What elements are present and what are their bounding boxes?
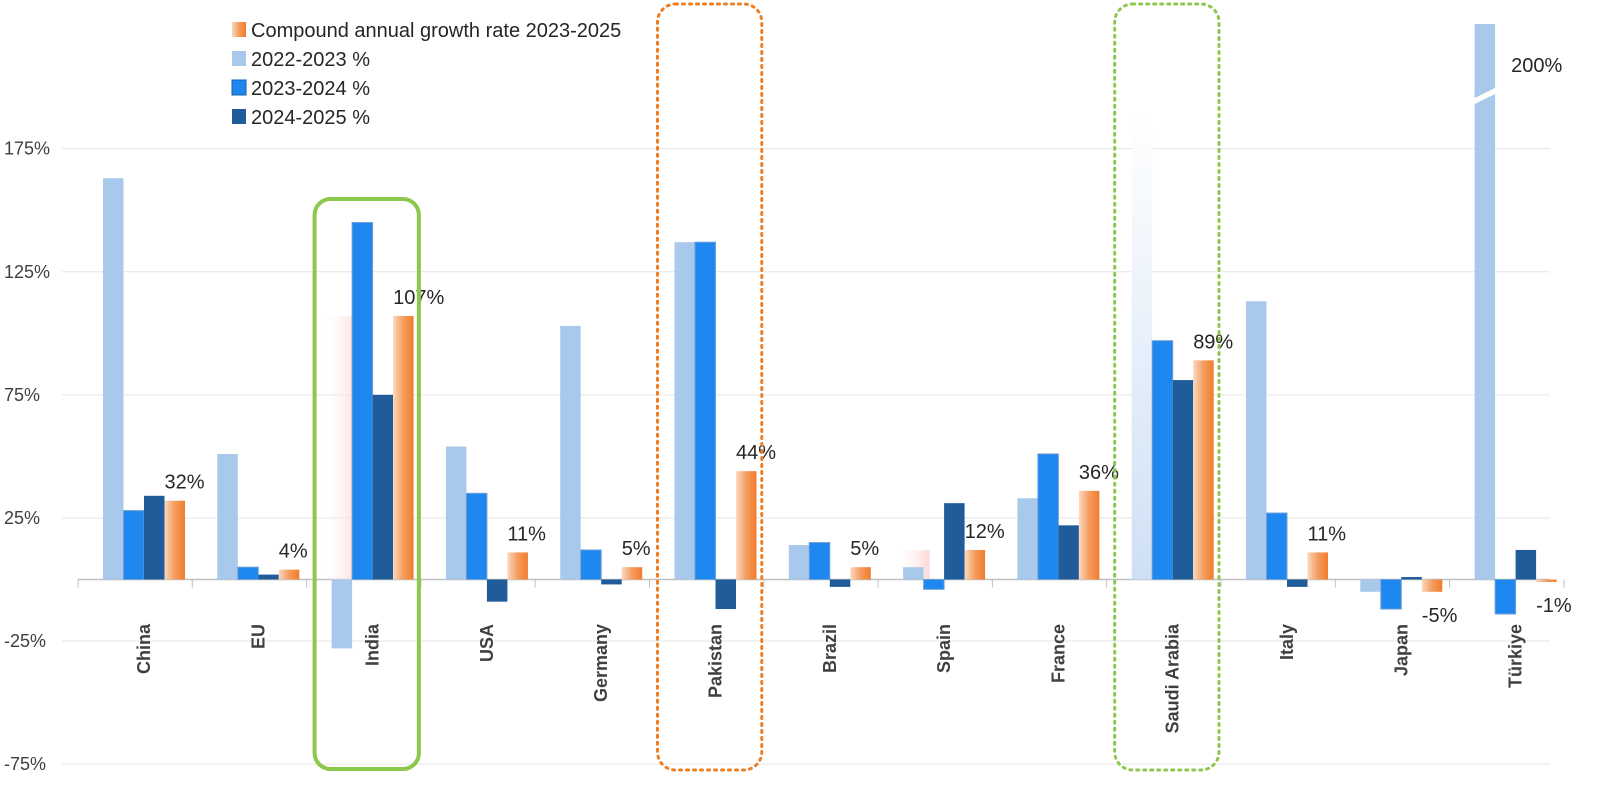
bar-2022-2023--saudi-arabia	[1131, 111, 1153, 580]
data-label: -5%	[1422, 605, 1458, 627]
data-label: 36%	[1079, 462, 1119, 484]
category-label: India	[363, 623, 383, 666]
bar-2023-2024--pakistan	[694, 241, 716, 580]
data-label: 32%	[165, 472, 205, 494]
legend-label-2024-2025: 2024-2025 %	[251, 107, 370, 129]
bar-2023-2024--germany	[580, 549, 602, 580]
bar-2022-2023--eu	[217, 453, 238, 580]
bar-compound-annual-growth-rate-2023-2025-brazil	[850, 567, 871, 580]
legend-swatch-2022-2023	[232, 51, 246, 66]
bar-2023-2024--brazil	[808, 542, 831, 581]
category-label: Japan	[1391, 624, 1411, 676]
category-label: USA	[477, 624, 497, 662]
bar-2023-2024--italy	[1266, 512, 1288, 580]
bar-2024-2025--china	[144, 495, 165, 580]
data-label: 4%	[279, 541, 308, 563]
highlight-frame-saudi-arabia	[1113, 2, 1221, 772]
bar-2023-2024--eu	[237, 566, 259, 581]
bar-compound-annual-growth-rate-2023-2025-italy	[1307, 552, 1328, 580]
bar-2024-2025--france	[1058, 525, 1079, 580]
category-label: Saudi Arabia	[1163, 623, 1183, 733]
bar-2023-2024--usa	[465, 492, 488, 580]
bar-2024-2025--brazil	[829, 579, 851, 587]
category-label: Brazil	[820, 624, 840, 673]
bar-2022-2023--spain	[903, 567, 924, 580]
category-label: Italy	[1277, 624, 1297, 660]
bar-compound-annual-growth-rate-2023-2025-japan	[1421, 579, 1443, 592]
data-label: -1%	[1536, 595, 1572, 617]
legend-swatch-cagr	[232, 22, 246, 37]
y-tick-label: 75%	[4, 385, 40, 405]
category-label: Pakistan	[706, 624, 726, 698]
legend-swatch-2024-2025	[232, 109, 246, 124]
bar-2022-2023--japan	[1360, 579, 1381, 592]
bar-2023-2024--china	[123, 510, 145, 580]
legend-label-cagr: Compound annual growth rate 2023-2025	[251, 20, 621, 42]
bar-2022-2023--pakistan	[674, 242, 695, 580]
y-tick-label: 25%	[4, 508, 40, 528]
legend-label-2022-2023: 2022-2023 %	[251, 49, 370, 71]
bar-2024-2025--saudi-arabia	[1172, 380, 1194, 580]
y-tick-label: -25%	[4, 631, 46, 651]
category-label: Türkiye	[1506, 624, 1526, 688]
data-label: 11%	[1308, 523, 1347, 545]
y-tick-label: 175%	[4, 139, 50, 159]
bar-compound-annual-growth-rate-2023-2025-china	[164, 500, 185, 580]
bar-2024-2025--türkiye	[1515, 549, 1537, 580]
bar-2024-2025--spain	[944, 503, 965, 580]
axis-break-mark	[1470, 86, 1500, 106]
bar-2023-2024--india	[351, 222, 374, 580]
legend-label-2023-2024: 2023-2024 %	[251, 78, 370, 100]
bar-2022-2023--brazil	[788, 545, 810, 580]
y-tick-label: -75%	[4, 754, 46, 774]
bar-2022-2023--türkiye	[1474, 24, 1496, 580]
bar-2022-2023--italy	[1246, 301, 1267, 580]
bar-2024-2025--italy	[1287, 579, 1308, 587]
bar-compound-annual-growth-rate-2023-2025-pakistan	[736, 471, 757, 580]
bar-compound-annual-growth-rate-2023-2025-usa	[507, 552, 528, 580]
data-label: 11%	[507, 523, 546, 545]
highlight-frame-india	[312, 197, 421, 771]
bar-2024-2025--eu	[258, 574, 279, 580]
bar-2022-2023--france	[1017, 498, 1038, 580]
legend-swatch-2023-2024	[231, 79, 247, 96]
bar-compound-annual-growth-rate-2023-2025-france	[1078, 490, 1100, 580]
bar-2022-2023--china	[103, 178, 124, 580]
data-label: 5%	[850, 538, 879, 560]
category-label: France	[1048, 624, 1068, 683]
axis-break-label: 200%	[1511, 55, 1562, 77]
data-label: 44%	[736, 442, 776, 464]
bar-2022-2023--india	[331, 579, 353, 649]
category-label: China	[134, 623, 154, 674]
bar-2023-2024--france	[1037, 453, 1059, 580]
bar-compound-annual-growth-rate-2023-2025-india	[393, 316, 414, 580]
highlight-frame-pakistan	[656, 2, 764, 772]
bar-2024-2025--india	[372, 394, 394, 580]
category-label: Spain	[934, 624, 954, 673]
category-label: Germany	[591, 624, 611, 702]
bar-2023-2024--türkiye	[1494, 579, 1517, 615]
bar-compound-annual-growth-rate-2023-2025-eu	[278, 569, 300, 580]
bar-2022-2023--germany	[560, 325, 581, 580]
bar-compound-annual-growth-rate-2023-2025-saudi-arabia	[1193, 360, 1214, 580]
bar-compound-annual-growth-rate-2023-2025-türkiye	[1536, 579, 1557, 582]
bar-compound-annual-growth-rate-2023-2025-spain	[964, 549, 986, 580]
data-label: 5%	[622, 538, 651, 560]
bar-2024-2025--japan	[1401, 577, 1422, 580]
bar-2023-2024--spain	[923, 579, 945, 590]
bar-2024-2025--pakistan	[715, 579, 736, 610]
data-label: 89%	[1193, 331, 1233, 353]
bar-2024-2025--germany	[601, 579, 622, 585]
bar-2023-2024--saudi-arabia	[1151, 340, 1174, 580]
bar-2023-2024--japan	[1380, 579, 1402, 610]
data-label: 12%	[965, 521, 1005, 543]
y-tick-label: 125%	[4, 262, 50, 282]
bar-compound-annual-growth-rate-2023-2025-germany	[621, 567, 643, 580]
category-label: EU	[248, 624, 268, 649]
bar-2024-2025--usa	[486, 579, 508, 602]
bar-2022-2023--usa	[445, 446, 467, 580]
